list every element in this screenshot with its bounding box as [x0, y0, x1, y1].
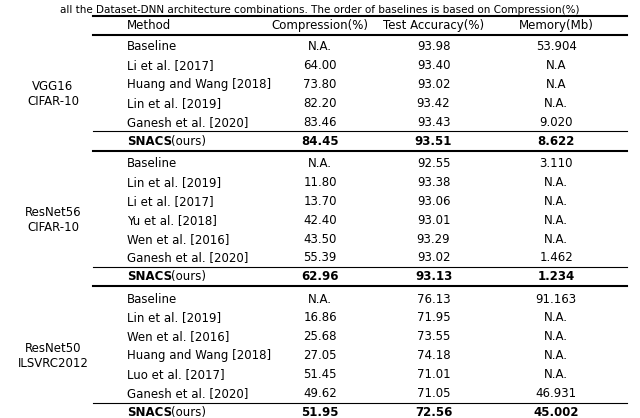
Text: 3.110: 3.110	[540, 157, 573, 170]
Text: Lin et al. [2019]: Lin et al. [2019]	[127, 97, 221, 110]
Text: Baseline: Baseline	[127, 293, 177, 306]
Text: N.A.: N.A.	[544, 97, 568, 110]
Text: 8.622: 8.622	[538, 135, 575, 148]
Text: 93.38: 93.38	[417, 176, 450, 189]
Text: Luo et al. [2017]: Luo et al. [2017]	[127, 368, 224, 381]
Text: 73.80: 73.80	[303, 78, 337, 91]
Text: VGG16
CIFAR-10: VGG16 CIFAR-10	[27, 80, 79, 108]
Text: 82.20: 82.20	[303, 97, 337, 110]
Text: Compression(%): Compression(%)	[271, 19, 369, 32]
Text: 93.29: 93.29	[417, 232, 451, 246]
Text: 93.02: 93.02	[417, 252, 451, 265]
Text: 11.80: 11.80	[303, 176, 337, 189]
Text: Memory(Mb): Memory(Mb)	[519, 19, 594, 32]
Text: 55.39: 55.39	[303, 252, 337, 265]
Text: Ganesh et al. [2020]: Ganesh et al. [2020]	[127, 252, 248, 265]
Text: N.A.: N.A.	[544, 349, 568, 362]
Text: Baseline: Baseline	[127, 157, 177, 170]
Text: 93.02: 93.02	[417, 78, 451, 91]
Text: Lin et al. [2019]: Lin et al. [2019]	[127, 311, 221, 324]
Text: 51.95: 51.95	[301, 406, 339, 418]
Text: all the Dataset-DNN architecture combinations. The order of baselines is based o: all the Dataset-DNN architecture combina…	[60, 5, 580, 15]
Text: 53.904: 53.904	[536, 41, 577, 54]
Text: Baseline: Baseline	[127, 41, 177, 54]
Text: SNACS: SNACS	[127, 270, 172, 283]
Text: SNACS: SNACS	[127, 135, 172, 148]
Text: 42.40: 42.40	[303, 214, 337, 227]
Text: Lin et al. [2019]: Lin et al. [2019]	[127, 176, 221, 189]
Text: 74.18: 74.18	[417, 349, 451, 362]
Text: 93.13: 93.13	[415, 270, 452, 283]
Text: 1.462: 1.462	[540, 252, 573, 265]
Text: 9.020: 9.020	[540, 116, 573, 129]
Text: N.A.: N.A.	[544, 368, 568, 381]
Text: 71.05: 71.05	[417, 387, 451, 400]
Text: (ours): (ours)	[172, 270, 207, 283]
Text: N.A: N.A	[546, 59, 566, 72]
Text: N.A.: N.A.	[544, 214, 568, 227]
Text: Li et al. [2017]: Li et al. [2017]	[127, 59, 213, 72]
Text: 91.163: 91.163	[536, 293, 577, 306]
Text: 45.002: 45.002	[534, 406, 579, 418]
Text: Li et al. [2017]: Li et al. [2017]	[127, 195, 213, 208]
Text: 93.98: 93.98	[417, 41, 451, 54]
Text: N.A.: N.A.	[544, 176, 568, 189]
Text: 73.55: 73.55	[417, 330, 450, 343]
Text: N.A.: N.A.	[544, 195, 568, 208]
Text: Ganesh et al. [2020]: Ganesh et al. [2020]	[127, 116, 248, 129]
Text: 46.931: 46.931	[536, 387, 577, 400]
Text: 76.13: 76.13	[417, 293, 451, 306]
Text: 83.46: 83.46	[303, 116, 337, 129]
Text: N.A.: N.A.	[544, 232, 568, 246]
Text: 93.42: 93.42	[417, 97, 451, 110]
Text: Yu et al. [2018]: Yu et al. [2018]	[127, 214, 216, 227]
Text: 49.62: 49.62	[303, 387, 337, 400]
Text: Ganesh et al. [2020]: Ganesh et al. [2020]	[127, 387, 248, 400]
Text: 51.45: 51.45	[303, 368, 337, 381]
Text: 27.05: 27.05	[303, 349, 337, 362]
Text: ResNet56
CIFAR-10: ResNet56 CIFAR-10	[25, 206, 81, 234]
Text: 64.00: 64.00	[303, 59, 337, 72]
Text: 84.45: 84.45	[301, 135, 339, 148]
Text: (ours): (ours)	[172, 406, 207, 418]
Text: SNACS: SNACS	[127, 406, 172, 418]
Text: 93.01: 93.01	[417, 214, 451, 227]
Text: Wen et al. [2016]: Wen et al. [2016]	[127, 330, 229, 343]
Text: N.A.: N.A.	[308, 157, 332, 170]
Text: 93.40: 93.40	[417, 59, 451, 72]
Text: (ours): (ours)	[172, 135, 207, 148]
Text: Wen et al. [2016]: Wen et al. [2016]	[127, 232, 229, 246]
Text: ResNet50
ILSVRC2012: ResNet50 ILSVRC2012	[17, 342, 88, 370]
Text: 1.234: 1.234	[538, 270, 575, 283]
Text: 93.06: 93.06	[417, 195, 451, 208]
Text: 71.95: 71.95	[417, 311, 451, 324]
Text: 25.68: 25.68	[303, 330, 337, 343]
Text: 13.70: 13.70	[303, 195, 337, 208]
Text: 62.96: 62.96	[301, 270, 339, 283]
Text: N.A.: N.A.	[544, 330, 568, 343]
Text: 43.50: 43.50	[303, 232, 337, 246]
Text: 93.43: 93.43	[417, 116, 451, 129]
Text: 16.86: 16.86	[303, 311, 337, 324]
Text: N.A: N.A	[546, 78, 566, 91]
Text: Method: Method	[127, 19, 171, 32]
Text: N.A.: N.A.	[544, 311, 568, 324]
Text: 93.51: 93.51	[415, 135, 452, 148]
Text: 71.01: 71.01	[417, 368, 451, 381]
Text: Huang and Wang [2018]: Huang and Wang [2018]	[127, 78, 271, 91]
Text: Huang and Wang [2018]: Huang and Wang [2018]	[127, 349, 271, 362]
Text: N.A.: N.A.	[308, 41, 332, 54]
Text: Test Accuracy(%): Test Accuracy(%)	[383, 19, 484, 32]
Text: N.A.: N.A.	[308, 293, 332, 306]
Text: 72.56: 72.56	[415, 406, 452, 418]
Text: 92.55: 92.55	[417, 157, 451, 170]
